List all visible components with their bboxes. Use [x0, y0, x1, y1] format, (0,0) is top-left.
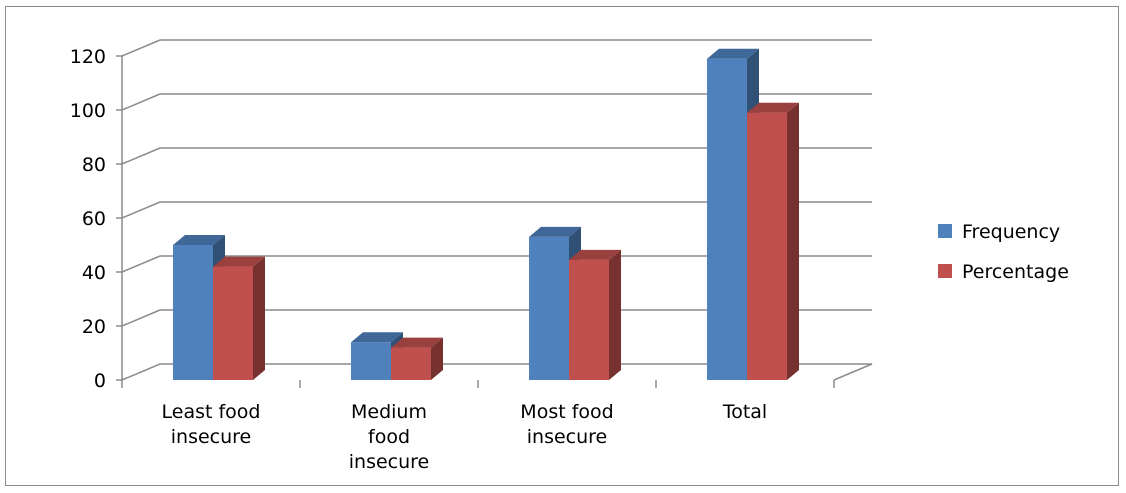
- legend-label-percentage: Percentage: [962, 261, 1069, 283]
- x-category-label: Most food insecure: [520, 401, 613, 448]
- y-tick-label: 40: [82, 262, 106, 284]
- x-category-label-line: insecure: [527, 426, 607, 448]
- bar-percentage: [213, 266, 253, 380]
- x-category-label-line: food: [368, 426, 410, 448]
- y-tick-label: 100: [70, 100, 106, 122]
- y-tick-label: 20: [82, 316, 106, 338]
- x-category-label-line: Least food: [162, 401, 261, 423]
- bar-top: [569, 249, 621, 260]
- x-category-label: Medium food insecure: [349, 401, 429, 473]
- y-tick-label: 60: [82, 208, 106, 230]
- bar-top: [213, 256, 265, 267]
- gridline-diagonal: [121, 201, 161, 219]
- bar-side: [787, 102, 799, 380]
- y-tick-label: 120: [70, 46, 106, 68]
- bar-frequency: [529, 236, 569, 380]
- floor-outline: [121, 363, 873, 381]
- bar-top: [529, 226, 581, 237]
- legend: Frequency Percentage: [938, 221, 1069, 283]
- bars: [173, 48, 799, 380]
- y-tick-label: 0: [94, 370, 106, 392]
- gridline-diagonal: [121, 147, 161, 165]
- legend-swatch-percentage: [938, 264, 952, 278]
- bar-percentage: [747, 112, 787, 380]
- bar-frequency: [707, 58, 747, 380]
- legend-swatch-frequency: [938, 224, 952, 238]
- x-category-label-line: Medium: [351, 401, 427, 423]
- gridline-diagonal: [121, 309, 161, 327]
- bar-side: [431, 337, 443, 380]
- bar-side: [609, 249, 621, 380]
- bar-top: [707, 48, 759, 59]
- x-category-label: Total: [722, 401, 767, 423]
- bar-side: [253, 256, 265, 380]
- bar-frequency: [351, 342, 391, 380]
- bar-top: [391, 337, 443, 348]
- x-category-label-line: insecure: [349, 451, 429, 473]
- bar-top: [351, 332, 403, 343]
- bar-percentage: [391, 347, 431, 380]
- bar-percentage: [569, 259, 609, 380]
- x-category-label-line: Total: [722, 401, 767, 423]
- bar-top: [173, 235, 225, 245]
- bar-frequency: [173, 245, 213, 380]
- axes: [116, 55, 873, 388]
- legend-label-frequency: Frequency: [962, 221, 1060, 243]
- gridline-diagonal: [121, 39, 161, 57]
- x-category-label-line: insecure: [171, 426, 251, 448]
- x-category-label-line: Most food: [520, 401, 613, 423]
- gridline-diagonal: [121, 93, 161, 111]
- x-category-label: Least food insecure: [162, 401, 261, 448]
- bar-top: [747, 102, 799, 113]
- y-axis-ticks: 0 20 40 60 80 100 120: [70, 46, 106, 392]
- y-tick-label: 80: [82, 154, 106, 176]
- gridline-diagonal: [121, 255, 161, 273]
